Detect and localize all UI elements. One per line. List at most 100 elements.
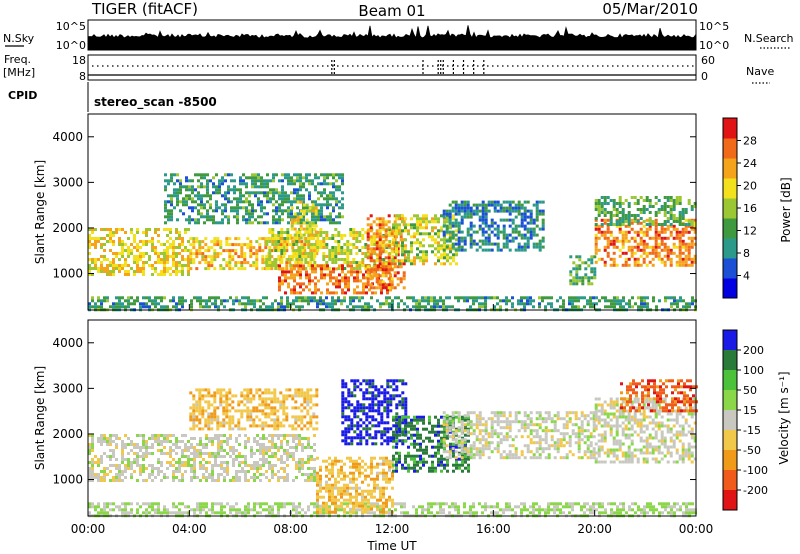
power-cell <box>637 296 640 300</box>
power-cell <box>293 221 297 225</box>
power-cell <box>460 215 464 219</box>
power-cbar-tick-label: 28 <box>743 135 757 148</box>
power-cell <box>169 237 172 240</box>
velocity-cell <box>196 443 199 446</box>
power-cell <box>466 299 469 303</box>
power-cell <box>338 188 341 192</box>
power-cell <box>302 227 306 231</box>
power-cell <box>274 267 278 270</box>
power-cell <box>642 260 646 264</box>
power-cell <box>505 302 508 306</box>
power-cell <box>487 242 491 246</box>
power-cell <box>106 296 109 300</box>
velocity-cell <box>199 440 202 443</box>
power-cell <box>312 249 316 253</box>
power-cell <box>499 299 502 303</box>
velocity-cell <box>274 443 277 446</box>
velocity-cell <box>94 508 97 512</box>
velocity-cell <box>286 443 289 446</box>
velocity-cell <box>628 508 631 512</box>
velocity-cell <box>277 446 280 449</box>
power-cell <box>328 305 331 309</box>
power-cell <box>422 262 425 266</box>
power-cell <box>233 206 236 210</box>
power-cell <box>142 261 145 264</box>
power-cell <box>323 215 326 219</box>
velocity-cell <box>157 458 160 461</box>
power-cell <box>514 203 518 207</box>
power-cell <box>292 302 295 306</box>
velocity-cell <box>184 443 187 446</box>
nsky-trace <box>87 25 697 51</box>
power-cell <box>295 305 298 309</box>
power-cell <box>648 223 652 226</box>
velocity-cell <box>184 455 187 458</box>
power-cell <box>427 299 430 303</box>
velocity-cell <box>259 449 262 452</box>
power-cell <box>298 299 301 303</box>
power-cell <box>201 252 205 256</box>
power-cell <box>245 206 248 210</box>
power-cell <box>243 243 247 247</box>
power-cell <box>610 305 613 309</box>
velocity-cell <box>229 455 232 458</box>
power-cell <box>446 220 449 224</box>
power-cell <box>452 217 455 221</box>
velocity-cell <box>145 511 148 515</box>
velocity-cell <box>592 511 595 515</box>
velocity-cell <box>154 511 157 515</box>
power-cell <box>170 215 173 219</box>
power-cell <box>454 242 458 246</box>
power-cell <box>284 279 287 283</box>
power-cell <box>329 273 332 277</box>
velocity-cell <box>355 511 358 515</box>
power-cell <box>672 220 676 223</box>
power-cell <box>303 246 307 250</box>
power-cell <box>276 264 280 268</box>
velocity-cell <box>139 473 142 476</box>
power-cell <box>520 218 524 222</box>
power-cell <box>199 299 202 303</box>
power-cell <box>124 270 127 273</box>
velocity-cell <box>193 476 196 479</box>
power-cell <box>642 199 646 202</box>
velocity-cell <box>157 502 160 506</box>
velocity-cell <box>124 508 127 512</box>
power-cell <box>639 217 643 220</box>
power-cell <box>231 243 235 247</box>
power-cell <box>248 203 251 207</box>
power-cell <box>195 237 199 241</box>
power-cell <box>240 261 244 265</box>
power-cell <box>276 258 280 262</box>
power-cell <box>302 209 306 213</box>
power-cell <box>442 233 446 237</box>
power-cell <box>675 220 679 223</box>
freq-mark <box>473 60 475 62</box>
velocity-cell <box>184 461 187 464</box>
power-cell <box>148 296 151 300</box>
power-cell <box>334 234 338 237</box>
power-cell <box>550 302 553 306</box>
velocity-cell <box>259 446 262 449</box>
velocity-cell <box>136 502 139 506</box>
power-cell <box>381 274 385 278</box>
nsky-panel: 10^5 10^0 10^5 10^0 N.Sky N.Search <box>3 19 794 52</box>
velocity-cell <box>367 511 370 515</box>
power-cell <box>297 237 301 241</box>
freq-mark <box>440 68 442 70</box>
power-cell <box>163 249 166 252</box>
power-cell <box>172 249 175 252</box>
power-cell <box>393 220 397 224</box>
power-cell <box>466 209 470 213</box>
power-cell <box>490 203 494 207</box>
velocity-cell <box>307 479 310 482</box>
power-cell <box>194 194 197 198</box>
velocity-cell <box>213 397 217 401</box>
power-cell <box>457 245 461 249</box>
power-cell <box>502 242 506 246</box>
power-cell <box>690 239 694 243</box>
velocity-cell <box>178 502 181 506</box>
power-cell <box>335 173 338 177</box>
velocity-cell <box>166 467 169 470</box>
power-cell <box>145 243 148 246</box>
